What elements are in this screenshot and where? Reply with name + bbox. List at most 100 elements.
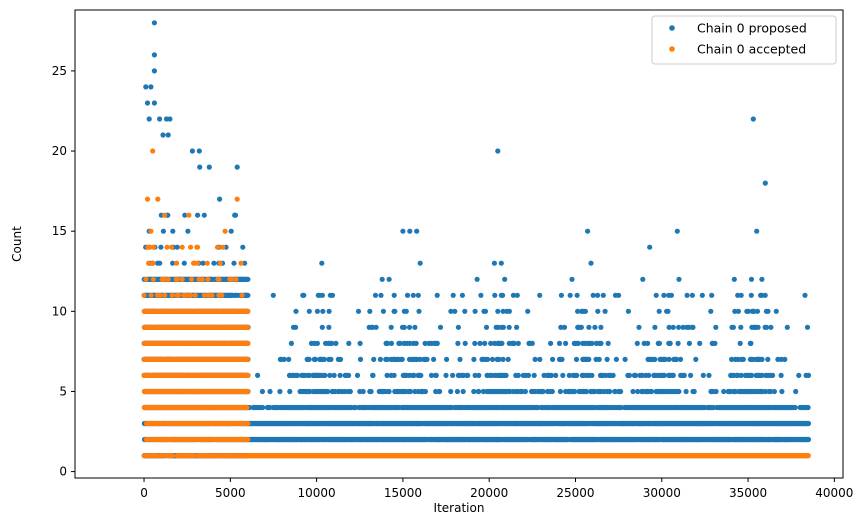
proposed-point xyxy=(321,356,327,362)
proposed-point xyxy=(287,388,293,395)
proposed-point xyxy=(174,244,180,250)
proposed-point xyxy=(392,308,398,314)
proposed-point xyxy=(550,356,556,362)
proposed-point xyxy=(600,292,606,298)
proposed-point xyxy=(500,324,506,330)
proposed-point xyxy=(228,228,234,234)
proposed-point xyxy=(574,372,580,378)
proposed-point xyxy=(399,356,405,362)
proposed-point xyxy=(500,292,506,298)
proposed-point xyxy=(326,308,332,314)
proposed-point xyxy=(407,388,414,395)
proposed-point xyxy=(567,292,573,298)
proposed-point xyxy=(157,260,163,266)
proposed-point xyxy=(634,340,640,346)
proposed-point xyxy=(211,260,217,266)
proposed-point xyxy=(610,372,616,378)
proposed-point xyxy=(325,388,331,395)
proposed-point xyxy=(765,356,771,362)
proposed-point xyxy=(515,372,521,378)
proposed-point xyxy=(514,324,520,330)
proposed-point xyxy=(437,388,443,395)
proposed-point xyxy=(370,372,376,378)
proposed-point xyxy=(337,356,344,362)
proposed-point xyxy=(688,372,694,378)
proposed-point xyxy=(354,372,361,378)
proposed-point xyxy=(721,388,727,395)
proposed-point xyxy=(560,372,566,378)
proposed-point xyxy=(293,308,299,314)
proposed-point xyxy=(748,292,754,298)
proposed-point xyxy=(582,308,589,314)
proposed-point xyxy=(652,356,658,362)
proposed-point xyxy=(431,356,437,362)
proposed-point xyxy=(558,292,565,298)
proposed-point xyxy=(455,340,461,346)
proposed-point xyxy=(589,372,595,378)
proposed-point xyxy=(598,340,604,346)
proposed-point xyxy=(277,388,283,395)
proposed-point xyxy=(596,356,602,362)
proposed-point xyxy=(306,356,312,362)
proposed-point xyxy=(331,372,337,378)
proposed-point xyxy=(592,324,598,330)
proposed-point xyxy=(665,308,671,314)
proposed-point xyxy=(602,308,608,314)
proposed-point xyxy=(586,356,592,362)
proposed-point xyxy=(314,308,320,314)
proposed-point xyxy=(416,308,422,314)
proposed-point xyxy=(768,324,774,330)
proposed-point xyxy=(185,228,191,234)
proposed-point xyxy=(240,244,246,250)
proposed-point xyxy=(242,260,248,266)
proposed-point xyxy=(690,324,696,330)
proposed-point xyxy=(670,372,676,378)
proposed-point xyxy=(561,324,568,330)
proposed-point xyxy=(748,340,754,346)
proposed-point xyxy=(684,292,690,298)
proposed-point xyxy=(661,372,667,378)
proposed-point xyxy=(681,372,687,378)
proposed-point xyxy=(367,308,373,314)
proposed-point xyxy=(360,388,366,395)
proposed-point xyxy=(574,292,580,298)
proposed-point xyxy=(319,324,325,330)
proposed-point xyxy=(391,292,397,298)
proposed-point xyxy=(181,260,187,266)
proposed-point xyxy=(413,340,419,346)
proposed-point xyxy=(357,340,363,346)
proposed-point xyxy=(595,292,601,298)
proposed-point xyxy=(531,372,537,378)
proposed-point xyxy=(306,308,312,314)
proposed-point xyxy=(773,308,779,314)
proposed-point xyxy=(301,292,307,298)
proposed-point xyxy=(661,292,667,298)
proposed-point xyxy=(553,372,559,378)
proposed-point xyxy=(586,324,592,330)
proposed-point xyxy=(689,292,696,298)
proposed-point xyxy=(563,340,569,346)
proposed-point xyxy=(260,404,266,411)
proposed-point xyxy=(197,164,203,170)
proposed-point xyxy=(433,372,439,378)
proposed-point xyxy=(255,372,261,378)
proposed-point xyxy=(691,388,697,395)
proposed-point xyxy=(337,372,343,378)
proposed-point xyxy=(434,340,440,346)
proposed-point xyxy=(492,292,498,298)
proposed-point xyxy=(386,388,392,395)
proposed-point xyxy=(630,388,636,395)
proposed-point xyxy=(347,388,353,395)
proposed-point xyxy=(357,356,364,362)
proposed-point xyxy=(754,308,761,314)
proposed-point xyxy=(604,356,610,362)
proposed-point xyxy=(656,340,663,346)
proposed-point xyxy=(415,292,421,298)
proposed-point xyxy=(476,372,482,378)
proposed-point xyxy=(765,308,771,314)
proposed-point xyxy=(482,340,488,346)
proposed-point xyxy=(613,356,620,362)
proposed-point xyxy=(656,308,662,314)
proposed-point xyxy=(286,356,292,362)
